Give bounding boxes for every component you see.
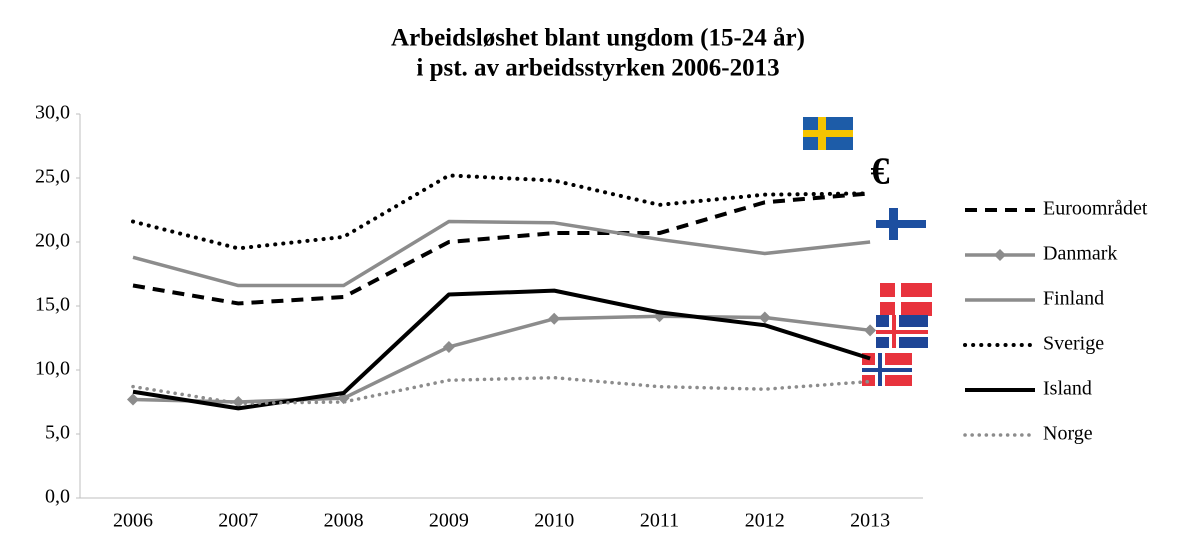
series-line: [132, 288, 871, 411]
y-tick-label: 25,0: [35, 166, 70, 188]
flag-denmark: [880, 283, 932, 316]
legend-label: Sverige: [1043, 333, 1104, 355]
legend-label: Finland: [1043, 288, 1104, 310]
y-tick-label: 20,0: [35, 230, 70, 252]
x-tick-label: 2012: [745, 510, 785, 532]
data-point: [758, 311, 771, 324]
flag-finland: [876, 208, 926, 240]
legend-marker: [994, 249, 1006, 261]
x-tick-label: 2008: [324, 510, 364, 532]
data-point: [548, 312, 561, 325]
series-line: [132, 191, 871, 306]
legend-label: Norge: [1043, 423, 1093, 445]
data-point: [127, 393, 139, 406]
y-tick-label: 0,0: [45, 486, 70, 508]
chart-subtitle: i pst. av arbeidsstyrken 2006-2013: [416, 55, 779, 82]
annotation: €: [871, 151, 890, 193]
legend-label: Danmark: [1043, 243, 1117, 265]
series-line: [132, 219, 871, 288]
flag-sweden: [803, 117, 853, 150]
data-point: [864, 324, 877, 337]
flag-iceland: [876, 315, 928, 348]
series-line: [131, 375, 872, 406]
flag-norway: [862, 353, 912, 386]
x-tick-label: 2006: [113, 510, 153, 532]
x-tick-label: 2010: [534, 510, 574, 532]
chart-title: Arbeidsløshet blant ungdom (15-24 år): [391, 25, 805, 52]
x-tick-label: 2013: [850, 510, 890, 532]
y-tick-label: 10,0: [35, 358, 70, 380]
y-tick-label: 15,0: [35, 294, 70, 316]
data-point: [442, 340, 455, 353]
x-tick-label: 2009: [429, 510, 469, 532]
legend-label: Euroområdet: [1043, 198, 1148, 220]
series-line: [131, 173, 873, 251]
legend-label: Island: [1043, 378, 1092, 400]
y-tick-label: 30,0: [35, 102, 70, 124]
x-tick-label: 2011: [640, 510, 679, 532]
series-line: [132, 314, 871, 404]
y-tick-label: 5,0: [45, 422, 70, 444]
x-tick-label: 2007: [218, 510, 258, 532]
